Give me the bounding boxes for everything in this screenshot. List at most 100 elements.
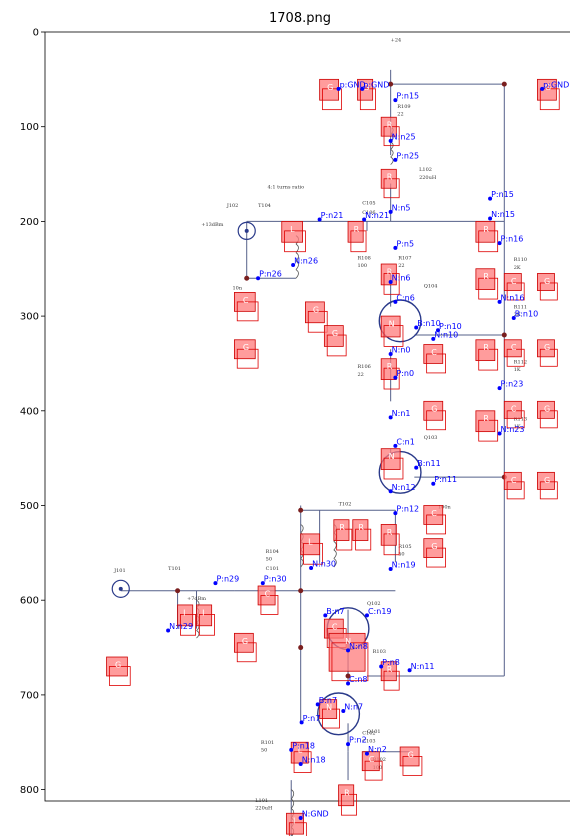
node-label: P:n12 — [393, 505, 419, 516]
node-label-text: P:n5 — [396, 239, 414, 248]
component-box-outline — [426, 410, 446, 431]
junction-dot — [388, 81, 394, 87]
schematic-annotation: 220uH — [255, 805, 273, 811]
node-label: N:GND — [298, 810, 329, 821]
node-label-text: P:n23 — [501, 380, 524, 389]
component-box-letter: C — [265, 589, 271, 598]
node-label: P:n0 — [393, 369, 414, 380]
component-box-outline — [426, 514, 446, 535]
component-box: C — [257, 585, 279, 615]
junction-dot — [501, 81, 507, 87]
schematic-annotation: J102 — [226, 203, 239, 209]
component-box: R — [347, 220, 367, 253]
pin-dot — [393, 511, 398, 516]
component-box-fill — [380, 315, 401, 338]
inductor-coil — [390, 149, 394, 158]
schematic-annotation: +7dBm — [187, 596, 206, 602]
schematic-annotation: C102 — [362, 731, 375, 737]
node-label: N:n11 — [407, 662, 435, 673]
component-box-outline — [539, 348, 558, 367]
component-box-fill — [328, 632, 366, 672]
pin-dot — [388, 209, 393, 214]
component-box-letter: N — [345, 637, 351, 646]
schematic-annotation: 50 — [266, 556, 272, 562]
schematic-annotation: Q104 — [424, 284, 438, 290]
node-label-text: P:n8 — [382, 658, 400, 667]
component-box-outline — [293, 751, 312, 773]
component-box: N — [380, 315, 404, 347]
node-label-text: P:n7 — [303, 714, 321, 723]
node-label: C:n19 — [364, 607, 392, 618]
schematic-annotation: 10n — [233, 286, 243, 292]
pin-dot — [346, 648, 351, 653]
node-label: P:n29 — [213, 575, 239, 586]
schematic-annotation: T101 — [168, 566, 181, 572]
component-box-fill — [475, 268, 496, 290]
component-box-outline — [260, 595, 279, 615]
inductor-coil — [300, 524, 304, 534]
component-box-letter: G — [544, 405, 550, 414]
y-tick-label: 200 — [20, 217, 39, 228]
component-box: R — [380, 116, 400, 147]
port-connector-center — [244, 228, 249, 233]
y-tick-label: 800 — [20, 785, 39, 796]
component-box-letter: R — [344, 788, 350, 797]
component-box-letter: G — [243, 343, 249, 352]
component-box: G — [423, 400, 446, 431]
component-box-fill — [357, 78, 374, 101]
schematic-annotation: C101 — [266, 566, 279, 572]
node-label: N:n0 — [388, 345, 410, 356]
node-label-text: P:n26 — [259, 270, 282, 279]
node-label: N:n7 — [341, 702, 363, 713]
component-box: G — [233, 339, 259, 369]
component-box-fill — [475, 410, 496, 433]
component-box-outline — [383, 367, 400, 390]
node-label: C:n1 — [393, 437, 415, 448]
node-label-text: P:n0 — [396, 369, 414, 378]
component-box-letter: N — [389, 320, 395, 329]
transistor-symbol — [378, 299, 422, 343]
component-box: G — [537, 471, 558, 500]
component-box-outline — [539, 410, 558, 429]
node-label: P:n2 — [346, 736, 367, 747]
node-label: N:n1 — [388, 409, 410, 420]
node-label-text: N:n23 — [501, 425, 525, 434]
node-label-text: N:n10 — [434, 330, 458, 339]
node-label: N:n29 — [166, 622, 193, 633]
component-box-letter: R — [358, 523, 364, 532]
pin-dot — [540, 86, 545, 91]
component-box-outline — [539, 282, 558, 301]
component-box: R — [475, 220, 499, 253]
component-box-letter: L — [308, 537, 313, 546]
component-box-fill — [347, 220, 364, 243]
component-box-fill — [537, 339, 555, 358]
component-box-outline — [359, 88, 376, 111]
pin-dot — [213, 581, 218, 586]
component-box-letter: R — [354, 225, 360, 234]
component-box: R — [338, 784, 357, 816]
schematic-annotation: Q101 — [367, 729, 381, 735]
schematic-annotation: Q103 — [424, 435, 438, 441]
component-box: G — [537, 78, 560, 111]
component-box-letter: G — [408, 750, 414, 759]
y-tick-label: 300 — [20, 312, 39, 323]
pin-dot — [346, 681, 351, 686]
schematic-annotation: J101 — [113, 568, 126, 574]
schematic-annotation: 100n — [438, 504, 452, 510]
node-label-text: p:GND — [340, 80, 366, 89]
component-box-fill — [503, 400, 522, 419]
inductor-coil — [295, 269, 299, 279]
component-box: G — [106, 656, 131, 686]
pin-dot — [393, 299, 398, 304]
component-box: C — [361, 751, 383, 781]
y-tick-label: 100 — [20, 122, 39, 133]
component-box-letter: G — [332, 329, 338, 338]
component-box-outline — [478, 419, 499, 442]
component-box: R — [352, 519, 372, 551]
component-box-letter: R — [483, 343, 489, 352]
component-boxes: GGGGRRRRLCGGGNCGRRRRCCCCGGGGGGGGRNCGRRRL… — [106, 78, 560, 836]
pin-dot — [298, 762, 303, 767]
node-label-text: P:n2 — [349, 736, 367, 745]
node-label: p:GND — [336, 80, 366, 91]
schematic-annotation: 22 — [397, 111, 403, 117]
